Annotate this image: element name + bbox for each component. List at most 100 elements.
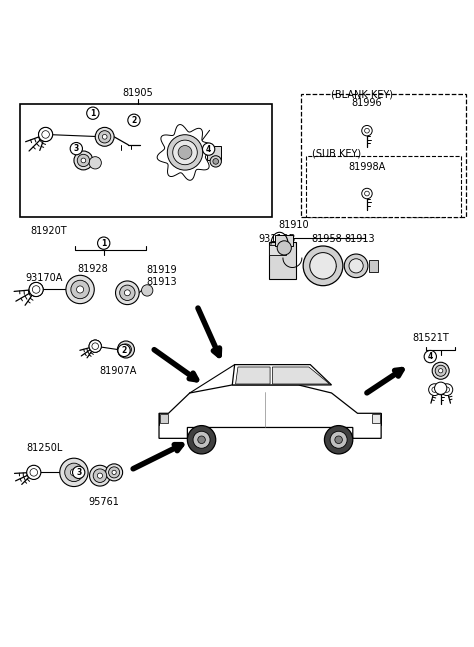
Text: 1: 1 [90,109,95,118]
Circle shape [118,344,130,356]
Circle shape [90,465,110,486]
Text: 81958: 81958 [312,234,342,244]
Circle shape [27,466,40,479]
Circle shape [89,340,101,352]
Bar [269,245,285,256]
Circle shape [97,473,102,478]
Circle shape [362,126,372,136]
Circle shape [424,351,437,363]
Circle shape [89,340,101,352]
Circle shape [435,366,446,377]
Text: 1: 1 [101,239,106,248]
Bar [19,104,273,217]
Circle shape [438,386,443,391]
Circle shape [66,275,94,303]
Circle shape [74,151,93,170]
Circle shape [124,347,128,351]
Circle shape [432,387,437,392]
Circle shape [435,382,447,395]
Circle shape [303,246,343,286]
Circle shape [31,470,36,475]
Text: 4: 4 [428,352,433,361]
Circle shape [77,154,90,166]
Text: 4: 4 [206,145,211,153]
Circle shape [31,470,36,476]
Circle shape [277,241,292,255]
Circle shape [33,287,39,292]
Circle shape [38,127,53,142]
Circle shape [89,340,101,353]
Circle shape [120,344,131,355]
Circle shape [428,384,440,395]
Circle shape [438,369,443,373]
Text: 81905: 81905 [122,88,153,98]
Text: (BLANK KEY): (BLANK KEY) [330,89,392,99]
Circle shape [92,344,98,349]
Circle shape [124,290,130,296]
Text: 2: 2 [131,116,137,125]
Circle shape [344,254,368,278]
Circle shape [178,146,192,159]
Circle shape [365,128,369,133]
Text: 81996: 81996 [352,98,382,109]
Circle shape [102,135,107,139]
Circle shape [198,436,205,444]
Text: 3: 3 [76,468,82,477]
Circle shape [73,466,85,479]
Circle shape [444,387,449,392]
Circle shape [187,426,216,454]
Polygon shape [273,367,329,384]
Circle shape [71,280,89,299]
Polygon shape [232,365,331,385]
Circle shape [362,188,372,199]
Text: 81913: 81913 [146,277,177,287]
Bar [160,414,168,422]
Circle shape [98,237,110,249]
Circle shape [33,287,39,292]
Circle shape [27,466,40,478]
Circle shape [30,283,43,296]
Text: 2: 2 [121,346,127,355]
Circle shape [43,131,49,138]
Circle shape [32,286,40,293]
Circle shape [43,132,48,137]
Bar [306,156,462,217]
Circle shape [81,158,86,163]
Bar [269,243,296,279]
Circle shape [210,156,221,167]
Circle shape [99,131,111,143]
Text: 81928: 81928 [77,264,108,274]
Circle shape [30,468,37,476]
Text: 93110B: 93110B [258,234,296,244]
Text: 81250L: 81250L [27,443,63,454]
Bar [301,94,466,217]
Circle shape [90,340,101,352]
Text: 3: 3 [73,144,79,153]
Circle shape [432,362,449,379]
Text: (SUB KEY): (SUB KEY) [312,148,361,158]
Circle shape [39,128,52,140]
Circle shape [39,127,53,141]
Circle shape [42,131,49,138]
Circle shape [76,286,83,293]
Text: 81907A: 81907A [99,366,137,376]
Circle shape [119,285,135,300]
Bar [372,414,380,422]
Circle shape [142,285,153,296]
Circle shape [33,287,39,292]
Circle shape [65,463,83,481]
Circle shape [29,283,43,296]
Circle shape [29,282,43,296]
Circle shape [27,466,40,479]
Circle shape [95,127,114,146]
Circle shape [71,469,77,476]
Circle shape [31,470,36,476]
Circle shape [330,432,347,448]
Circle shape [118,341,135,358]
Circle shape [335,436,342,444]
Circle shape [213,159,219,164]
Circle shape [92,344,98,349]
Circle shape [106,464,123,481]
Circle shape [128,114,140,126]
Bar [207,146,221,160]
